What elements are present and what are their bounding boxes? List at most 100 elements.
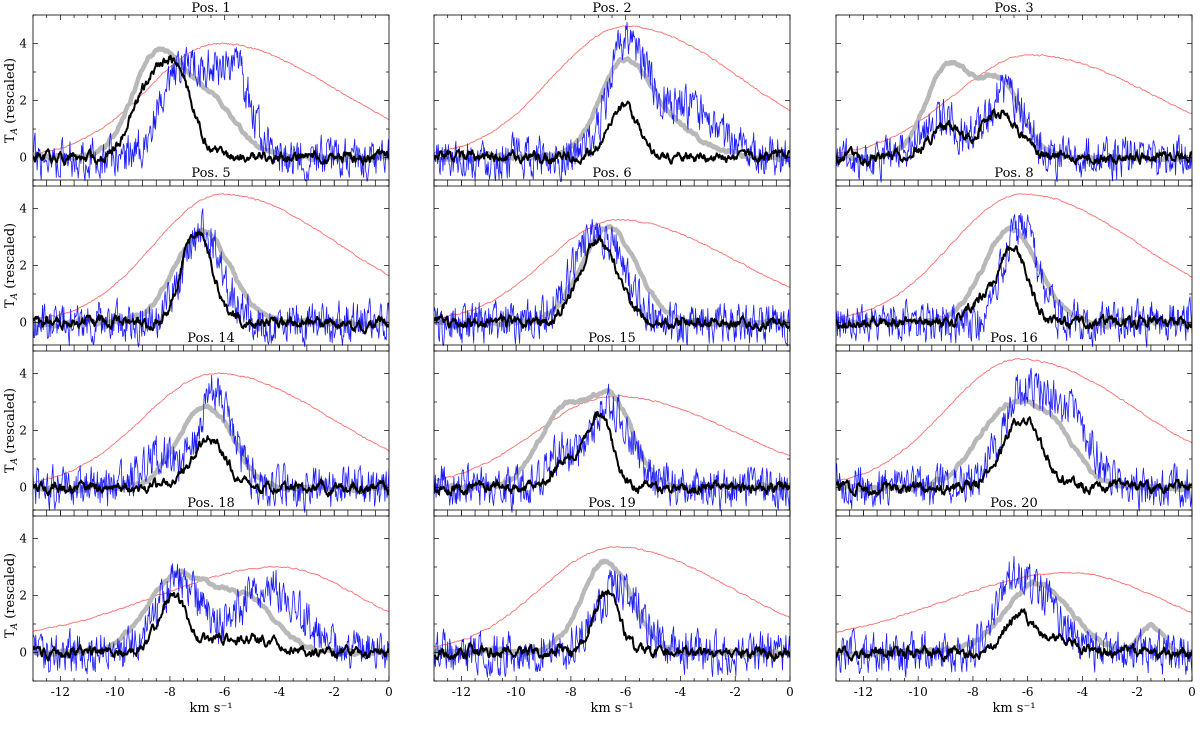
x-tick-label: -6 <box>620 685 632 699</box>
x-tick-label: -8 <box>164 685 176 699</box>
panel-4: Pos. 5 0 2 4 TA (rescaled) <box>3 166 390 352</box>
plot-area <box>434 545 790 678</box>
panel-3: Pos. 3 <box>835 1 1193 187</box>
x-tick-label: -12 <box>854 685 873 699</box>
x-tick-label: -4 <box>274 685 286 699</box>
series-gray <box>434 224 790 329</box>
y-tick-label: 4 <box>19 37 27 51</box>
x-axis-label: km s⁻¹ <box>590 701 633 716</box>
x-tick-label: -6 <box>219 685 231 699</box>
series-blue <box>836 212 1192 348</box>
series-red <box>33 192 389 320</box>
panel-title: Pos. 18 <box>187 496 235 511</box>
y-tick-label: 4 <box>19 202 27 216</box>
x-tick-label: -12 <box>51 685 70 699</box>
series-black <box>836 108 1192 167</box>
series-black <box>434 234 790 333</box>
plot-area <box>33 563 389 675</box>
panel-12: Pos. 20 -12 -10 -8 -6 -4 -2 0 km s⁻¹ <box>835 496 1196 716</box>
panel-5: Pos. 6 <box>433 166 791 352</box>
y-axis-label: TA (rescaled) <box>3 58 20 143</box>
y-tick-label: 4 <box>19 367 27 381</box>
series-black <box>836 416 1192 498</box>
x-tick-label: 0 <box>385 685 393 699</box>
panel-title: Pos. 6 <box>592 166 631 181</box>
series-black <box>836 608 1192 663</box>
panel-10: Pos. 18 0 2 4 TA (rescaled) -12 -10 -8 -6 -4 -2 0 km… <box>3 496 393 716</box>
plot-area <box>836 54 1192 183</box>
y-tick-label: 4 <box>19 532 27 546</box>
y-tick-label: 0 <box>19 646 27 660</box>
series-black <box>434 410 790 497</box>
panel-9: Pos. 16 <box>835 331 1193 517</box>
series-blue <box>434 569 790 678</box>
series-red <box>836 54 1192 154</box>
panel-2: Pos. 2 <box>433 1 791 187</box>
y-tick-label: 0 <box>19 481 27 495</box>
series-black <box>33 591 389 662</box>
y-axis-label: TA (rescaled) <box>3 388 20 473</box>
series-red <box>33 372 389 483</box>
y-axis-label: TA (rescaled) <box>3 553 20 638</box>
plot-area <box>434 383 790 513</box>
x-tick-label: -4 <box>675 685 687 699</box>
panel-title: Pos. 1 <box>191 1 230 16</box>
panel-title: Pos. 5 <box>191 166 230 181</box>
panel-title: Pos. 16 <box>990 331 1038 346</box>
y-tick-label: 2 <box>19 424 27 438</box>
plot-area <box>33 192 389 348</box>
panel-title: Pos. 15 <box>588 331 636 346</box>
panel-title: Pos. 19 <box>588 496 636 511</box>
panel-title: Pos. 2 <box>592 1 631 16</box>
series-black <box>33 231 389 335</box>
series-black <box>836 245 1192 330</box>
panel-7: Pos. 14 0 2 4 TA (rescaled) <box>3 331 390 517</box>
plot-area <box>33 372 389 513</box>
series-black <box>434 100 790 165</box>
y-tick-label: 0 <box>19 151 27 165</box>
series-gray <box>434 558 790 658</box>
y-tick-label: 0 <box>19 316 27 330</box>
x-axis-label: km s⁻¹ <box>992 701 1035 716</box>
y-axis-label: TA (rescaled) <box>3 223 20 308</box>
series-red <box>33 565 389 632</box>
panel-title: Pos. 3 <box>994 1 1033 16</box>
panel-11: Pos. 19 -12 -10 -8 -6 -4 -2 0 km s⁻¹ <box>433 496 794 716</box>
x-tick-label: -2 <box>729 685 741 699</box>
series-gray <box>836 397 1192 493</box>
series-blue <box>434 218 790 347</box>
panel-8: Pos. 15 <box>433 331 791 517</box>
series-red <box>434 25 790 154</box>
plot-area <box>836 555 1192 678</box>
series-blue <box>434 383 790 513</box>
series-blue <box>33 563 389 675</box>
series-red <box>836 193 1192 319</box>
panel-title: Pos. 20 <box>990 496 1038 511</box>
series-blue <box>836 555 1192 678</box>
plot-area <box>33 42 389 182</box>
x-tick-label: -12 <box>452 685 471 699</box>
axes-frame <box>433 14 791 187</box>
series-red <box>33 42 389 155</box>
series-blue <box>33 374 389 513</box>
plot-area <box>434 218 790 347</box>
x-tick-label: -2 <box>328 685 340 699</box>
x-tick-label: -4 <box>1077 685 1089 699</box>
series-blue <box>836 367 1192 512</box>
x-tick-label: -10 <box>506 685 525 699</box>
x-tick-label: -8 <box>967 685 979 699</box>
x-tick-label: -8 <box>565 685 577 699</box>
x-tick-label: 0 <box>786 685 794 699</box>
series-black <box>33 54 389 166</box>
x-axis-label: km s⁻¹ <box>189 701 232 716</box>
y-tick-label: 2 <box>19 259 27 273</box>
plot-area <box>836 357 1192 512</box>
x-tick-label: 0 <box>1188 685 1196 699</box>
panel-1: Pos. 1 0 2 4 TA (rescaled) <box>3 1 390 187</box>
series-black <box>33 435 389 498</box>
series-red <box>836 571 1192 633</box>
panel-6: Pos. 8 <box>835 166 1193 352</box>
plot-area <box>836 193 1192 348</box>
x-tick-label: -2 <box>1131 685 1143 699</box>
